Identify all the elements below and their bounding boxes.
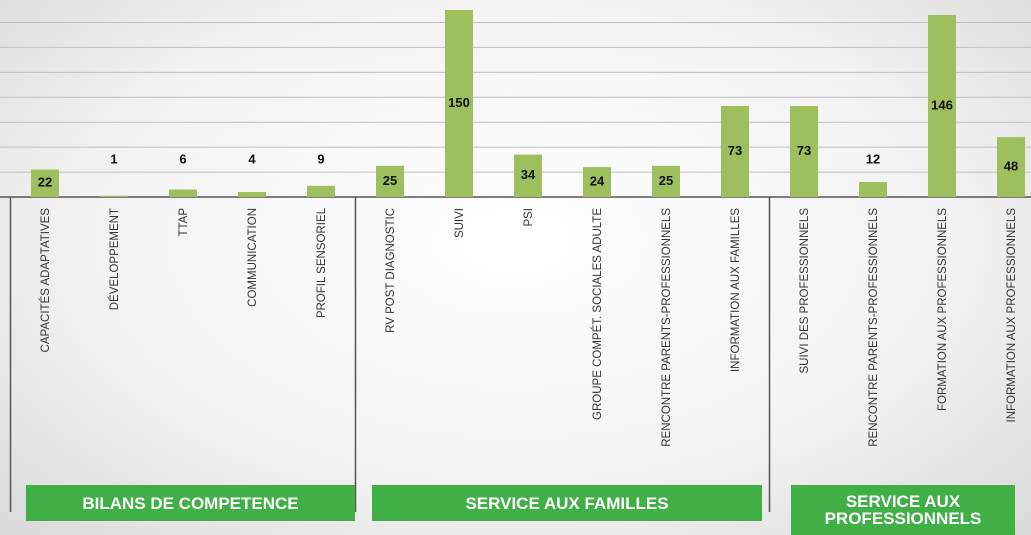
value-label: 34 — [521, 167, 536, 182]
bar — [100, 195, 128, 197]
x-tick-label: RENCONTRE PARENTS-PROFESSIONNELS — [661, 208, 673, 447]
x-tick-label: SUIVI — [454, 208, 466, 238]
value-label: 48 — [1004, 159, 1018, 174]
value-label: 73 — [728, 143, 742, 158]
bar — [445, 10, 473, 197]
bar — [514, 154, 542, 197]
bar — [997, 137, 1025, 197]
bar — [307, 185, 335, 197]
bar — [928, 14, 956, 198]
bar — [169, 189, 197, 197]
value-label: 146 — [931, 97, 953, 112]
value-label: 150 — [448, 95, 470, 110]
x-tick-label: DÉVELOPPEMENT — [108, 208, 121, 310]
bar — [721, 105, 749, 197]
value-label: 22 — [38, 175, 52, 190]
value-label: 4 — [248, 151, 256, 166]
bar — [859, 182, 887, 197]
bar — [376, 165, 404, 197]
x-tick-label: FORMATION AUX PROFESSIONNELS — [937, 208, 949, 411]
x-tick-label: INFORMATION AUX FAMILLES — [730, 208, 742, 372]
group-label: SERVICE AUX PROFESSIONNELS — [791, 485, 1015, 535]
group-label: SERVICE AUX FAMILLES — [372, 485, 762, 521]
x-tick-label: RV POST DIAGNOSTIC — [385, 208, 397, 333]
bar — [238, 192, 266, 197]
group-label: BILANS DE COMPETENCE — [26, 485, 355, 521]
value-label: 25 — [659, 173, 673, 188]
value-label: 12 — [866, 151, 880, 166]
x-tick-label: TTAP — [178, 208, 190, 237]
bar — [652, 165, 680, 197]
bar — [583, 167, 611, 197]
value-label: 73 — [797, 143, 811, 158]
value-label: 6 — [179, 151, 186, 166]
bar — [31, 169, 59, 197]
x-tick-label: PSI — [523, 208, 535, 227]
x-tick-label: COMMUNICATION — [247, 208, 259, 307]
bar — [790, 105, 818, 197]
value-label: 9 — [317, 151, 324, 166]
value-label: 25 — [383, 173, 397, 188]
x-tick-label: SUIVI DES PROFESSIONNELS — [799, 208, 811, 374]
x-tick-label: GROUPE COMPÉT. SOCIALES ADULTE — [591, 208, 604, 420]
x-tick-label: RENCONTRE PARENTS-PROFESSIONNELS — [868, 208, 880, 447]
x-tick-label: CAPACITÉS ADAPTATIVES — [39, 208, 52, 353]
value-label: 1 — [110, 151, 117, 166]
x-tick-label: INFORMATION AUX PROFESSIONNELS — [1006, 208, 1018, 423]
x-tick-label: PROFIL SENSORIEL — [316, 207, 328, 318]
value-label: 24 — [590, 173, 605, 188]
